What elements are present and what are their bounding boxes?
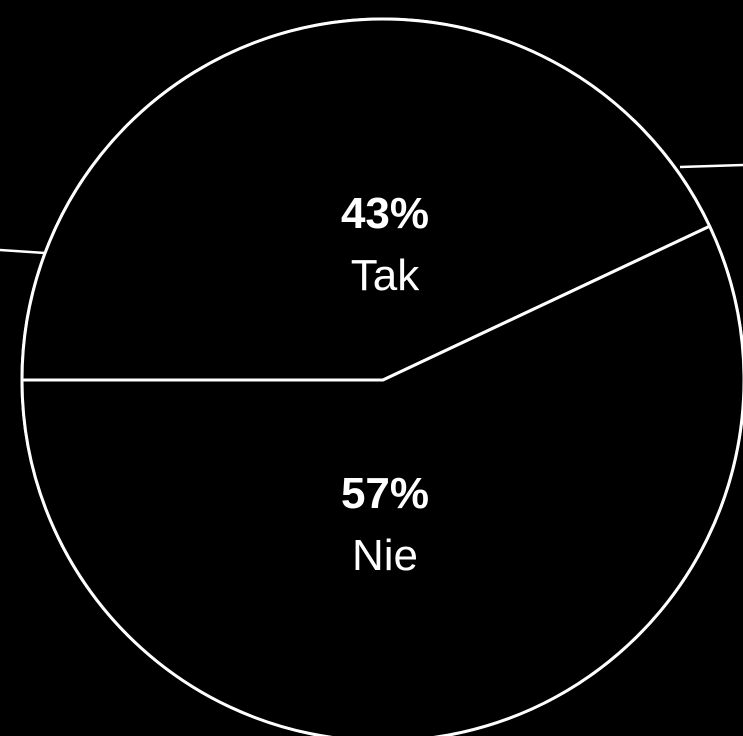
pie-slice-nie	[20, 224, 743, 736]
slice-category-label-tak: Tak	[351, 251, 420, 300]
labels-group: 43% Tak 57% Nie	[341, 189, 429, 580]
background-line-right	[679, 163, 743, 169]
pie-slice-tak	[20, 17, 712, 382]
background-line-left	[0, 248, 46, 255]
slice-value-label-tak: 43%	[341, 189, 429, 238]
slice-category-label-nie: Nie	[352, 531, 418, 580]
slices-group	[20, 17, 743, 736]
slice-value-label-nie: 57%	[341, 469, 429, 518]
